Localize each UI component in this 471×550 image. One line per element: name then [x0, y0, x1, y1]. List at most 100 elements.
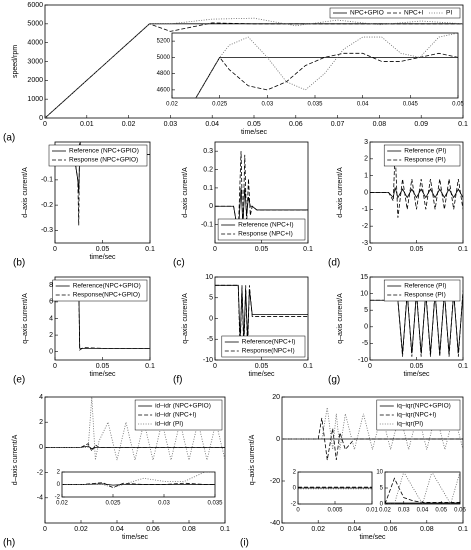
- legend-label: Reference (NPC+I): [238, 222, 293, 229]
- y-axis-label: d–axis current/A: [22, 167, 29, 218]
- legend-box: [383, 144, 461, 167]
- y-tick-label: -0.2: [41, 202, 53, 209]
- legend-label: iq–iqr(NPC+I): [397, 412, 437, 419]
- y-tick-label: 10: [376, 470, 383, 476]
- y-tick-label: 4800: [157, 71, 171, 77]
- y-tick-label: 2000: [27, 77, 43, 84]
- x-tick-label: 0.06: [454, 508, 466, 514]
- legend: Reference (PI) Response (PI): [383, 144, 461, 167]
- x-tick-label: 0.02: [74, 526, 88, 533]
- legend-label: Reference(NPC+I): [242, 339, 296, 346]
- legend: id–idr (NPC+GPIO) id–idr (NPC+I) id–idr (P…: [134, 399, 223, 431]
- legend-label: Response (PI): [404, 292, 446, 299]
- y-tick-label: -0.1: [41, 177, 53, 184]
- panel: 0.02 0.03 0.04 0.05 0.06 0 5 10: [376, 470, 466, 514]
- series-line: [385, 472, 460, 504]
- y-tick-label: 1000: [27, 96, 43, 103]
- y-tick-label: 5000: [27, 21, 43, 28]
- y-tick-label: 1: [364, 173, 368, 180]
- y-tick-label: 20: [272, 394, 280, 401]
- y-tick-label: -20: [270, 478, 280, 485]
- legend-label: iq–iqr(NPC+GPIO): [397, 403, 451, 410]
- y-tick-label: -5: [207, 336, 213, 343]
- y-tick-label: 0: [49, 349, 53, 356]
- y-tick-label: -0.3: [41, 227, 53, 234]
- legend: iq–iqr(NPC+GPIO) iq–iqr(NPC+I) iq–iqr(PI): [376, 399, 461, 431]
- y-tick-label: -4: [37, 495, 43, 502]
- panel: 0 0.005 0.01-202: [291, 470, 379, 514]
- panel-label: (c): [173, 258, 185, 269]
- y-tick-label: 2: [293, 470, 297, 476]
- legend-box: [376, 399, 461, 431]
- legend-label: PI: [446, 10, 452, 17]
- x-tick-label: 0.1: [458, 363, 468, 370]
- y-tick-label: 2: [57, 470, 61, 476]
- y-axis-label: d–axis current/A: [182, 167, 189, 218]
- x-tick-label: 0.08: [182, 526, 196, 533]
- series-line: [62, 482, 215, 489]
- y-tick-label: -10: [358, 357, 368, 364]
- series-line: [45, 17, 463, 118]
- x-axis-label: time/sec: [403, 371, 430, 378]
- x-tick-label: 0.02: [379, 508, 391, 514]
- panel-label: (f): [173, 375, 182, 386]
- y-tick-label: 6000: [27, 2, 43, 9]
- panel: 0 0.02 0.04 0.06 0.08 0.1 -4 -2 0 2 4 time/sec d–axi…: [3, 394, 230, 549]
- legend-label: Reference (NPC+GPIO): [69, 148, 139, 155]
- y-tick-label: 3000: [27, 58, 43, 65]
- y-tick-label: 0: [209, 203, 213, 210]
- x-tick-label: 0.1: [458, 121, 468, 128]
- panel: 0.02 0.025 0.03 0.035 -2 0 2: [55, 470, 224, 507]
- legend-label: Reference (PI): [404, 148, 446, 155]
- x-tick-label: 0.05: [96, 363, 110, 370]
- y-axis-label: q–axis current/A: [182, 293, 189, 344]
- lines: [385, 472, 460, 504]
- legend-label: id–idr (PI): [155, 421, 183, 428]
- y-tick-label: 0.2: [203, 166, 213, 173]
- y-tick-label: -2: [362, 223, 368, 230]
- legend: Reference (PI) Response (PI): [383, 279, 461, 302]
- x-tick-label: 0: [53, 363, 57, 370]
- series-line: [45, 397, 225, 461]
- x-tick-label: 0.05: [452, 102, 464, 108]
- legend-box: [221, 335, 306, 358]
- y-axis-label: q–axis current/A: [337, 293, 344, 344]
- legend-label: id–idr (NPC+I): [155, 412, 196, 419]
- series-line: [385, 477, 460, 504]
- y-tick-label: 4: [49, 315, 53, 322]
- panel-label: (g): [328, 375, 340, 386]
- legend-label: NPC+GPIO: [350, 10, 384, 17]
- x-tick-label: 0.03: [261, 102, 273, 108]
- x-tick-label: 0.025: [212, 102, 228, 108]
- x-tick-label: 0.05: [96, 246, 110, 253]
- panel: 0 0.05 0.1 -10 -5 0 5 10 time/sec q–axis current/…: [173, 274, 313, 386]
- series-line: [370, 187, 463, 199]
- x-tick-label: 0.04: [348, 526, 362, 533]
- x-tick-label: 0: [368, 363, 372, 370]
- legend: NPC+GPIO NPC+I PI: [329, 7, 461, 19]
- panel: 0 0.05 0.1 0 2 4 6 8 time/sec q–axis current/A (e)…: [13, 276, 155, 386]
- y-tick-label: -10: [203, 357, 213, 364]
- legend-box: [383, 279, 461, 302]
- x-tick-label: 0.06: [384, 526, 398, 533]
- x-tick-label: 0.05: [247, 121, 261, 128]
- x-tick-label: 0: [280, 526, 284, 533]
- y-tick-label: 0: [209, 315, 213, 322]
- panel-label: (a): [3, 133, 15, 144]
- x-tick-label: 0.04: [110, 526, 124, 533]
- legend: Reference(NPC+I) Response(NPC+I): [221, 335, 306, 358]
- y-tick-label: 2: [364, 156, 368, 163]
- y-axis-label: d–axis current/A: [12, 434, 19, 485]
- y-tick-label: -3: [362, 240, 368, 247]
- y-tick-label: 0: [380, 502, 384, 508]
- x-tick-label: 0: [213, 246, 217, 253]
- x-tick-label: 0.03: [164, 121, 178, 128]
- y-tick-label: 2: [39, 419, 43, 426]
- panel: 0.02 0.025 0.03 0.035 0.04 0.045 0.05 4600 4800 5…: [157, 32, 464, 108]
- lines: [298, 486, 372, 490]
- x-axis-label: time/sec: [122, 534, 149, 541]
- y-tick-label: 4600: [157, 87, 171, 93]
- y-tick-label: 5200: [157, 39, 171, 45]
- legend-box: [48, 144, 148, 167]
- x-tick-label: 0: [53, 246, 57, 253]
